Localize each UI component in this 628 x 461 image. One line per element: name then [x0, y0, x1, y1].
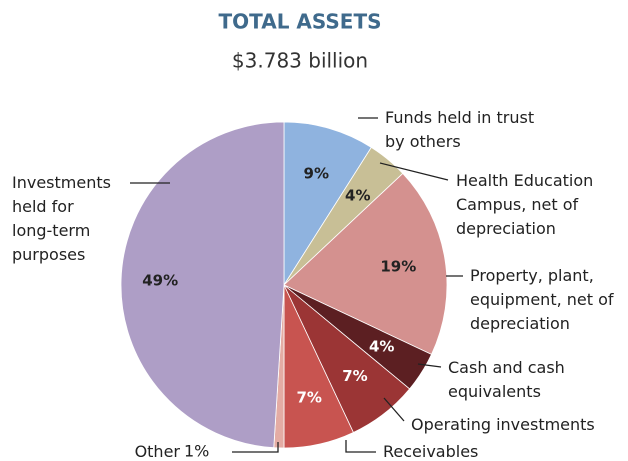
- leader-line: [417, 363, 442, 368]
- label-line: Funds held in trust: [385, 108, 534, 127]
- slice-label: Other: [135, 442, 181, 461]
- value-label: 9%: [304, 164, 329, 182]
- pie-slice: [120, 121, 285, 449]
- leader-line: [232, 442, 279, 453]
- value-label: 4%: [369, 338, 394, 356]
- slice-label: Health Education Campus, net of depreciati…: [456, 171, 593, 238]
- leader-line: [345, 440, 376, 453]
- label-line: Operating investments: [411, 415, 595, 434]
- label-line: equivalents: [448, 382, 541, 401]
- value-label: 4%: [345, 186, 370, 204]
- label-line: equipment, net of: [470, 290, 614, 309]
- value-label: 49%: [142, 272, 178, 290]
- label-line: Campus, net of: [456, 195, 579, 214]
- slice-label: Funds held in trust by others: [385, 108, 534, 151]
- value-label: 7%: [342, 367, 367, 385]
- label-line: purposes: [12, 245, 85, 264]
- label-line: long-term: [12, 221, 90, 240]
- value-label: 7%: [297, 388, 322, 406]
- slice-label: Cash and cash equivalents: [448, 358, 565, 401]
- label-line: Investments: [12, 173, 111, 192]
- label-line: Health Education: [456, 171, 593, 190]
- chart-subtitle: $3.783 billion: [232, 49, 368, 73]
- slice-label: Investments held for long-term purposes: [12, 173, 111, 264]
- slice-label: Receivables: [383, 442, 478, 461]
- label-line: Receivables: [383, 442, 478, 461]
- label-line: depreciation: [456, 219, 556, 238]
- label-line: Property, plant,: [470, 266, 594, 285]
- slice-label: Property, plant, equipment, net of depreci…: [470, 266, 614, 333]
- pie-slice: [283, 121, 372, 287]
- value-label: 19%: [380, 257, 416, 275]
- chart-title: TOTAL ASSETS: [218, 10, 381, 34]
- leader-line: [379, 162, 449, 181]
- label-line: held for: [12, 197, 74, 216]
- slice-label: Operating investments: [411, 415, 595, 434]
- label-line: by others: [385, 132, 461, 151]
- label-line: depreciation: [470, 314, 570, 333]
- label-line: Other: [135, 442, 181, 461]
- label-line: Cash and cash: [448, 358, 565, 377]
- value-label: 1%: [184, 442, 209, 461]
- pie-slice: [283, 172, 448, 355]
- leader-line: [383, 397, 405, 422]
